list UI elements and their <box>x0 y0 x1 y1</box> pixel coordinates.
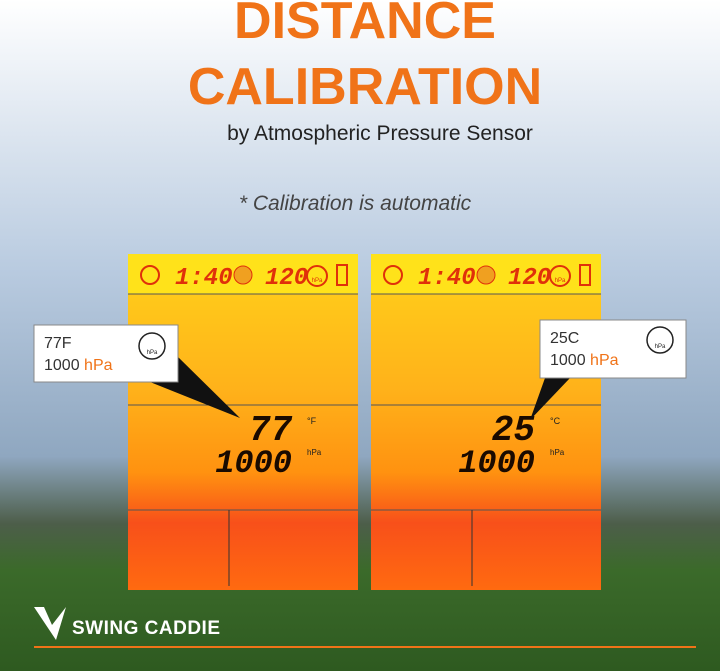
pressure-unit: hPa <box>307 448 322 457</box>
callout-pressure: 1000 hPa <box>550 352 619 369</box>
pressure: 1000 <box>458 445 535 482</box>
gauge-icon <box>138 332 166 360</box>
callout-box <box>539 319 687 379</box>
time: 1:40 <box>175 265 233 292</box>
ball-icon <box>476 265 496 285</box>
screen: 1:40 120 hPa 25 °C 1000 hPa <box>371 254 601 590</box>
gauge-unit: hPa <box>312 278 323 284</box>
callout-pointer <box>530 378 570 420</box>
pressure: 1000 <box>215 445 292 482</box>
title: DISTANCE <box>234 0 496 50</box>
clock-icon <box>140 265 160 285</box>
callout-temperature: 25C <box>550 330 579 347</box>
gauge-icon <box>549 265 571 287</box>
callout-pressure-value: 1000 <box>550 352 586 369</box>
callout-pressure-value: 1000 <box>44 357 80 374</box>
gauge-unit: hPa <box>555 278 566 284</box>
clock-icon <box>383 265 403 285</box>
screen: 1:40 120 hPa 77 °F 1000 hPa <box>128 254 358 590</box>
gauge-icon <box>306 265 328 287</box>
callout-pressure: 1000 hPa <box>44 357 113 374</box>
temperature-unit: °F <box>307 416 317 426</box>
battery-icon <box>579 264 591 286</box>
temperature: 77 <box>249 410 293 451</box>
gauge-icon <box>646 326 674 354</box>
callout-box <box>33 324 179 383</box>
callout-pressure-unit: hPa <box>84 357 113 374</box>
pressure-unit: hPa <box>550 448 565 457</box>
number: 120 <box>508 265 551 292</box>
subtitle: by Atmospheric Pressure Sensor <box>227 122 533 145</box>
screen-body <box>371 254 601 590</box>
title: CALIBRATION <box>188 58 542 116</box>
battery-icon <box>336 264 348 286</box>
brand-logo <box>34 607 66 640</box>
ball-icon <box>233 265 253 285</box>
callout-temperature: 77F <box>44 335 72 352</box>
number: 120 <box>265 265 308 292</box>
brand: SWING CADDIE <box>72 618 221 639</box>
callout: 77F 1000 hPa hPa <box>33 324 240 418</box>
callout-pressure-unit: hPa <box>590 352 619 369</box>
note: * Calibration is automatic <box>239 192 472 215</box>
gauge-unit: hPa <box>147 350 158 356</box>
temperature: 25 <box>492 410 536 451</box>
screen-body <box>128 254 358 590</box>
callout: 25C 1000 hPa hPa <box>530 319 687 420</box>
time: 1:40 <box>418 265 476 292</box>
temperature-unit: °C <box>550 416 561 426</box>
gauge-unit: hPa <box>655 344 666 350</box>
